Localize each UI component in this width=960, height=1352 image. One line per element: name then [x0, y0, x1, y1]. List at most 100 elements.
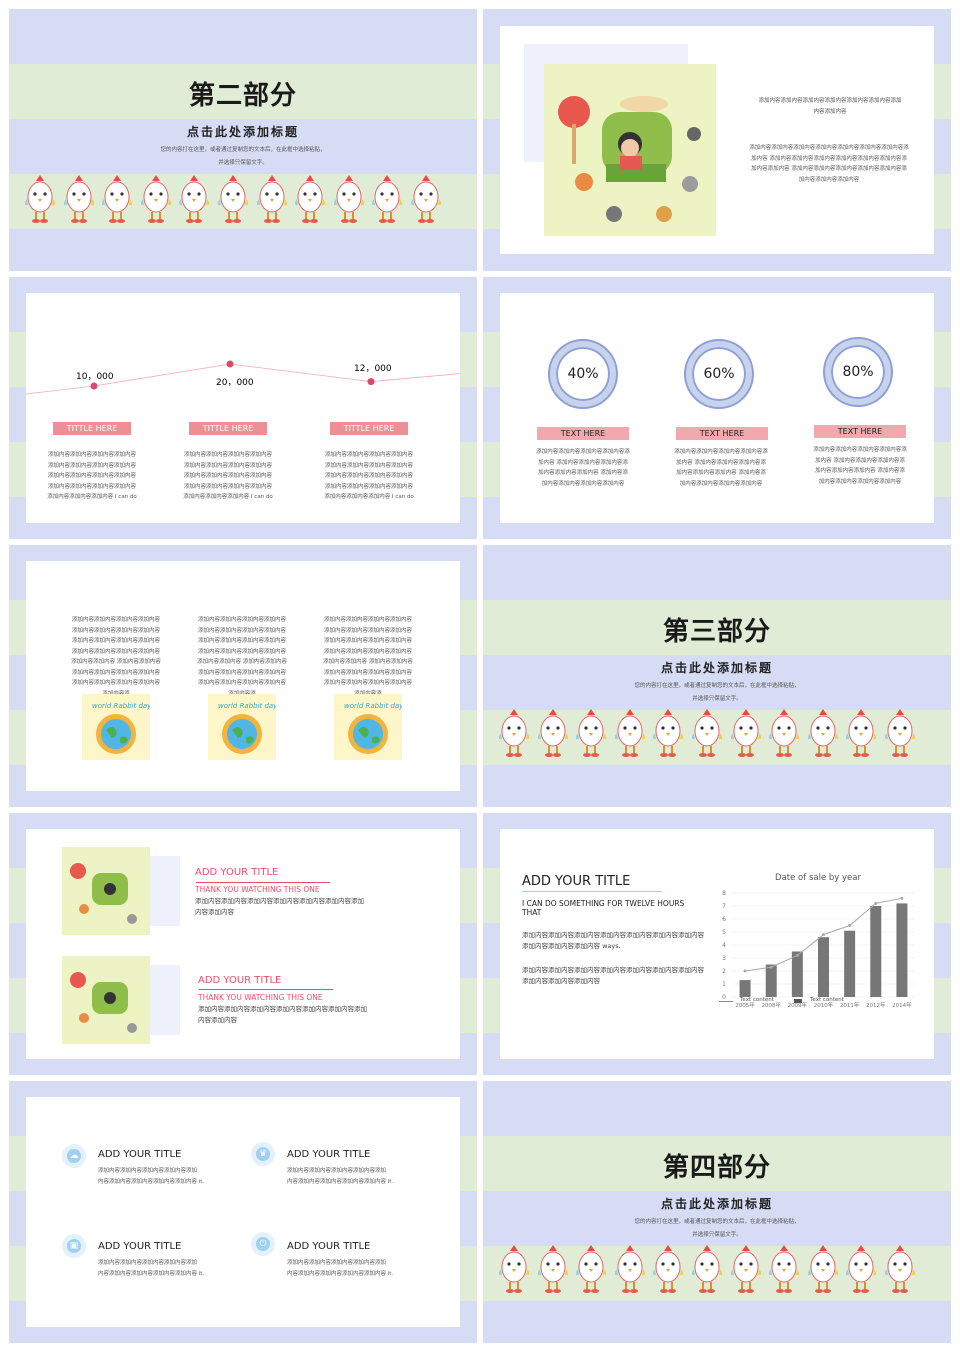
- timeline-point: [226, 360, 234, 368]
- y-tick-label: 8: [722, 890, 726, 897]
- chick-mascot-icon: [535, 1245, 570, 1297]
- text-badge-2: TEXT HERE: [676, 427, 768, 440]
- tittle-badge-2: TITTLE HERE: [189, 422, 267, 435]
- bar: [896, 903, 908, 997]
- chick-mascot-icon: [61, 175, 96, 227]
- text-badge-1: TEXT HERE: [537, 427, 629, 440]
- chick-mascot-icon: [177, 175, 212, 227]
- y-tick-label: 5: [722, 929, 726, 936]
- slide-card: ☁ ADD YOUR TITLE 添加内容添加内容添加内容添加内容添加 内容添加内…: [26, 1097, 460, 1327]
- text-line: 加内容添加内容添加内容 添加内容添: [815, 468, 905, 474]
- chick-mascot-icon: [883, 709, 917, 761]
- text-line: 添加内容添加内容添加内容添加内容添: [813, 447, 907, 453]
- chick-mascot-icon: [690, 1245, 724, 1297]
- section-title: 第二部分: [188, 81, 297, 111]
- x-tick-label: 2008年: [761, 1001, 781, 1009]
- text-block-1: 添加内容添加内容添加内容添加内容添加内容添加内容添加: [758, 98, 902, 104]
- text-line: 添加内容添加内容添加内容添加内容: [183, 462, 272, 469]
- text-line: 内容添加内容添加内容添加内容添加内容 it.: [98, 1178, 205, 1185]
- text-line: 添加内容添加内容添加内容添加内容: [47, 462, 136, 469]
- text-line: 添加内容添加内容添加内容添加内容: [183, 452, 272, 458]
- percent-ring-2: 60%: [686, 341, 752, 407]
- text-line: 内容添加内容: [198, 1016, 237, 1024]
- power-icon: ⏻: [251, 1232, 275, 1256]
- text-line: 添加内容添加内容添加内容添加内容: [324, 462, 413, 469]
- x-tick-label: 2012年: [866, 1001, 886, 1009]
- x-tick-label: 2010年: [814, 1001, 834, 1009]
- item-body-1: 添加内容添加内容添加内容添加内容添加内容添加内容添加 内容添加内容: [195, 896, 415, 918]
- percent-value: 40%: [567, 366, 599, 382]
- text-line: 加内容添加内容 添加内容添加内容添加内容添加内容添加内容添: [751, 166, 907, 172]
- text-line: 添加内容添加内容添加内容添加内容: [323, 680, 412, 686]
- chick-mascot-icon: [690, 709, 724, 761]
- text-line: 添加内容添加内容添加内容添加内容: [71, 638, 160, 644]
- x-tick-label: 2005年: [735, 1001, 755, 1009]
- y-tick-label: 7: [722, 903, 726, 910]
- thumb-illustration-2: [62, 956, 150, 1044]
- text-line: 添加内容添加内容 添加内容添加内容: [197, 659, 287, 665]
- slide-section-4: 第四部分 点击此处添加标题 您的内容打在这里，或者通过复制您的文本后，在此框中选…: [483, 1081, 951, 1343]
- chick-mascot-icon: [409, 175, 443, 227]
- divider: [199, 989, 333, 990]
- section-desc-line1: 您的内容打在这里，或者通过复制您的文本后，在此框中选择粘贴，: [160, 147, 326, 153]
- slide-sales-chart: ADD YOUR TITLE I CAN DO SOMETHING FOR TW…: [483, 813, 951, 1075]
- bar-line-chart: 0 1 2 3 4 5 6 7 8 2005年 2008年 2009年 2010年 2011年 2012年 2…: [722, 890, 915, 1009]
- chick-mascot-icon: [216, 175, 250, 227]
- slide-card: 添加内容添加内容添加内容添加内容 添加内容添加内容添加内容添加内容 添加内容添加内容…: [26, 561, 460, 791]
- slide-card: ADD YOUR TITLE I CAN DO SOMETHING FOR TW…: [500, 829, 934, 1059]
- grid-title-1: ADD YOUR TITLE: [98, 1149, 182, 1160]
- svg-text:world Rabbit day: world Rabbit day: [344, 702, 402, 710]
- text-badge-3: TEXT HERE: [814, 425, 906, 438]
- slide-value-timeline: 10，000 20，000 12，000 TITTLE HERE TITTLE …: [9, 277, 477, 539]
- reading-girl-illustration: [544, 64, 716, 236]
- bar: [791, 951, 803, 997]
- section-title: 第四部分: [662, 1153, 771, 1183]
- chick-row: [497, 709, 939, 763]
- timeline-line: [26, 360, 460, 395]
- briefcase-icon: ▣: [62, 1234, 86, 1258]
- section-subtitle: 点击此处添加标题: [186, 125, 299, 139]
- text-line: 添加内容添: [66, 689, 166, 700]
- chick-mascot-icon: [331, 175, 366, 227]
- chick-mascot-icon: [293, 175, 328, 227]
- value-label-1: 10，000: [76, 372, 114, 382]
- rabbit-day-earth-image-1: world Rabbit day: [82, 694, 152, 760]
- text-line: 加内容 添加内容添加内容添加内容添: [815, 457, 905, 464]
- text-line: 添加内容添加内容添加内容添加内容: [323, 648, 412, 655]
- svg-text:world Rabbit day: world Rabbit day: [92, 702, 150, 710]
- text-line: 添加内容添加内容添加内容 I can do: [47, 494, 137, 500]
- chick-mascot-icon: [612, 709, 647, 761]
- text-line: 添加内容添加内容添加内容添加内容添加: [98, 1168, 198, 1174]
- x-tick-label: 2011年: [840, 1001, 860, 1009]
- cloud-icon: ☁: [62, 1144, 86, 1168]
- timeline-point: [90, 382, 98, 390]
- grid-title-3: ADD YOUR TITLE: [98, 1241, 182, 1252]
- text-line: 添加内容添加内容添加内容添加内容: [197, 680, 286, 686]
- chick-row: [23, 175, 465, 229]
- value-label-2: 20，000: [216, 378, 254, 388]
- text-line: 添加内容添: [192, 689, 292, 700]
- text-line: 添加内容添加内容添加内容添加内容添加内容添加内容添加: [198, 1005, 367, 1013]
- chick-mascot-icon: [612, 1245, 647, 1297]
- grid-title-2: ADD YOUR TITLE: [287, 1149, 371, 1160]
- text-line: 添加内容添加内容添加内容添加内容: [323, 669, 412, 676]
- svg-text:world Rabbit day: world Rabbit day: [218, 702, 276, 710]
- chick-mascot-icon: [651, 1245, 686, 1297]
- text-line: 添加内容添加内容添加内容添加内容: [324, 483, 413, 490]
- bar: [739, 980, 751, 997]
- y-tick-label: 2: [722, 968, 726, 975]
- chick-mascot-icon: [844, 709, 879, 761]
- bar: [844, 930, 856, 997]
- text-line: 添加内容添加内容 添加内容添加内容: [71, 659, 161, 665]
- text-line: 添加内容添加内容添加内容 I can do: [183, 494, 273, 500]
- section-desc-line1: 您的内容打在这里，或者通过复制您的文本后，在此框中选择粘贴，: [634, 1219, 800, 1225]
- legend-line-swatch: [719, 1001, 733, 1002]
- line-point: [848, 924, 852, 927]
- chart-title: Date of sale by year: [775, 873, 861, 883]
- chick-mascot-icon: [728, 1245, 763, 1297]
- percent-value: 80%: [842, 364, 874, 380]
- text-line: 添加内容添加内容添加内容添加内容添加内容添加内容添加内容添: [749, 145, 909, 151]
- grid-body-2: 添加内容添加内容添加内容添加内容添加 内容添加内容添加内容添加内容添加内容 it.: [287, 1166, 427, 1187]
- timeline-text-1: 添加内容添加内容添加内容添加内容 添加内容添加内容添加内容添加内容 添加内容添加内容…: [36, 450, 148, 503]
- percent-ring-3: 80%: [825, 339, 891, 405]
